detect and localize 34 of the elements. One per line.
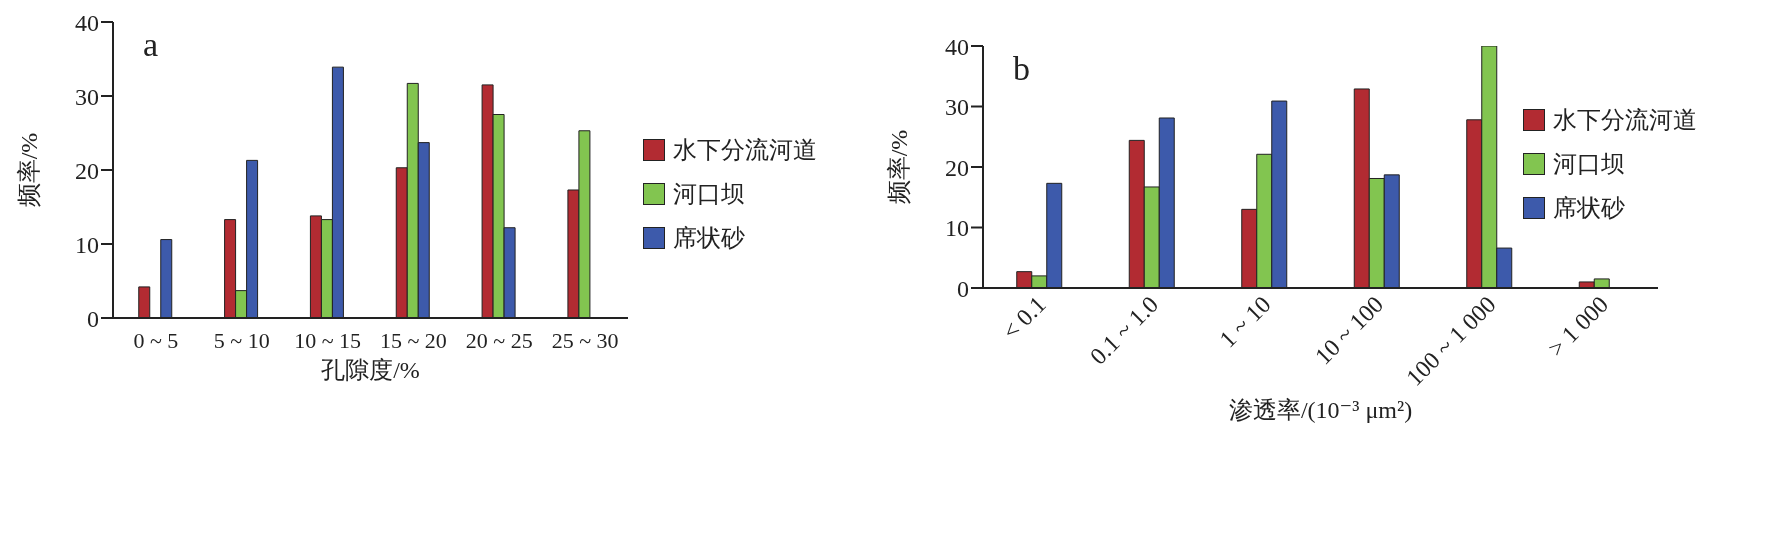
y-tick-label: 10 (945, 215, 969, 242)
legend-label: 水下分流河道 (1553, 106, 1697, 135)
x-tick-label: 0 ~ 5 (133, 328, 179, 353)
legend-label: 水下分流河道 (673, 136, 817, 165)
x-tick-label: 25 ~ 30 (551, 328, 619, 353)
legend-label: 河口坝 (673, 180, 745, 209)
annotation: b (1013, 50, 1030, 88)
x-tick-label: 15 ~ 20 (379, 328, 447, 353)
legend-label: 河口坝 (1553, 150, 1625, 179)
y-tick-label: 20 (945, 154, 969, 181)
x-tick-label: 1 ~ 10 (1214, 291, 1276, 353)
x-axis-title: 孔隙度/% (321, 357, 420, 383)
y-tick-label: 10 (75, 231, 99, 258)
legend-label: 席状砂 (673, 224, 745, 253)
x-tick-label: < 0.1 (997, 291, 1051, 345)
y-tick-label: 40 (945, 33, 969, 60)
x-axis-title: 渗透率/(10⁻³ μm²) (1228, 397, 1413, 423)
y-tick-label: 0 (957, 275, 969, 302)
x-tick-label: 10 ~ 100 (1309, 291, 1389, 370)
y-tick-label: 20 (75, 157, 99, 184)
y-tick-label: 40 (75, 9, 99, 36)
x-tick-label: 10 ~ 15 (294, 328, 362, 353)
x-tick-label: 5 ~ 10 (213, 328, 270, 353)
x-tick-label: 20 ~ 25 (465, 328, 533, 353)
legend-label: 席状砂 (1553, 194, 1625, 223)
y-axis-title: 频率/% (15, 132, 42, 208)
y-tick-label: 30 (75, 83, 99, 110)
y-axis-title: 频率/% (885, 129, 912, 205)
annotation: a (143, 26, 159, 64)
x-tick-label: 0.1 ~ 1.0 (1084, 291, 1164, 370)
x-tick-label: 100 ~ 1 000 (1401, 291, 1501, 391)
y-tick-label: 0 (87, 305, 99, 332)
y-tick-label: 30 (945, 94, 969, 121)
x-tick-label: > 1 000 (1542, 291, 1614, 362)
